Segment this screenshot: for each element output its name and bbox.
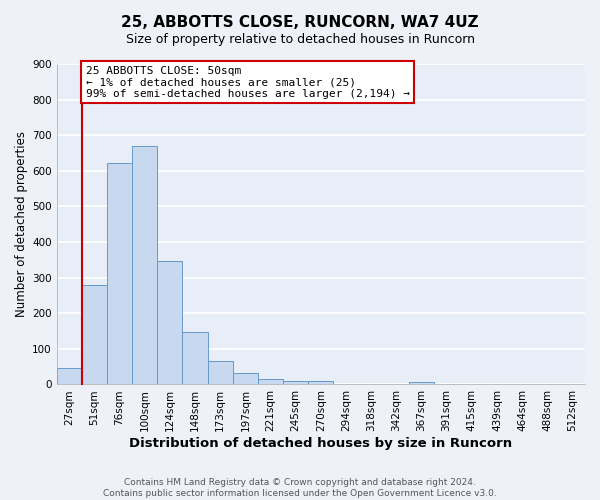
X-axis label: Distribution of detached houses by size in Runcorn: Distribution of detached houses by size … [129,437,512,450]
Bar [409,382,434,384]
Bar [56,368,82,384]
Bar [283,380,308,384]
Bar [182,332,208,384]
Bar [132,146,157,384]
Text: Size of property relative to detached houses in Runcorn: Size of property relative to detached ho… [125,32,475,46]
Bar [82,285,107,384]
Bar [107,163,132,384]
Bar [208,362,233,384]
Bar [258,379,283,384]
Text: Contains HM Land Registry data © Crown copyright and database right 2024.
Contai: Contains HM Land Registry data © Crown c… [103,478,497,498]
Y-axis label: Number of detached properties: Number of detached properties [15,131,28,317]
Text: 25 ABBOTTS CLOSE: 50sqm
← 1% of detached houses are smaller (25)
99% of semi-det: 25 ABBOTTS CLOSE: 50sqm ← 1% of detached… [86,66,410,99]
Bar [157,261,182,384]
Bar [233,373,258,384]
Text: 25, ABBOTTS CLOSE, RUNCORN, WA7 4UZ: 25, ABBOTTS CLOSE, RUNCORN, WA7 4UZ [121,15,479,30]
Bar [308,382,334,384]
